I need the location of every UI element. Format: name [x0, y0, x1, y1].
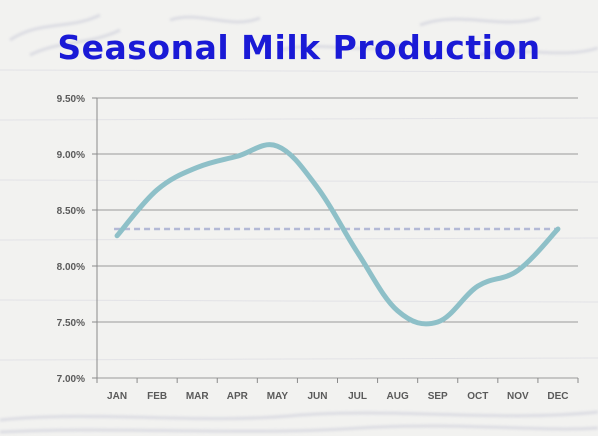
- x-tick-label: JUN: [307, 391, 327, 402]
- x-tick-label: OCT: [467, 391, 488, 402]
- x-tick-label: NOV: [507, 391, 529, 402]
- x-tick-label: MAR: [186, 391, 210, 402]
- y-tick-label: 9.50%: [57, 94, 85, 105]
- x-tick-label: AUG: [387, 391, 409, 402]
- y-tick-label: 8.00%: [57, 262, 85, 273]
- x-tick-label: SEP: [428, 391, 448, 402]
- y-tick-label: 9.00%: [57, 150, 85, 161]
- series-line: [114, 142, 561, 327]
- x-tick-label: MAY: [267, 391, 289, 402]
- slide-title: Seasonal Milk Production: [57, 28, 541, 67]
- y-tick-label: 7.00%: [57, 374, 85, 385]
- x-tick-label: JUL: [348, 391, 367, 402]
- x-tick-label: APR: [227, 391, 249, 402]
- y-tick-label: 7.50%: [57, 318, 85, 329]
- x-tick-label: DEC: [547, 391, 568, 402]
- y-tick-label: 8.50%: [57, 206, 85, 217]
- x-tick-label: JAN: [107, 391, 127, 402]
- x-tick-label: FEB: [147, 391, 167, 402]
